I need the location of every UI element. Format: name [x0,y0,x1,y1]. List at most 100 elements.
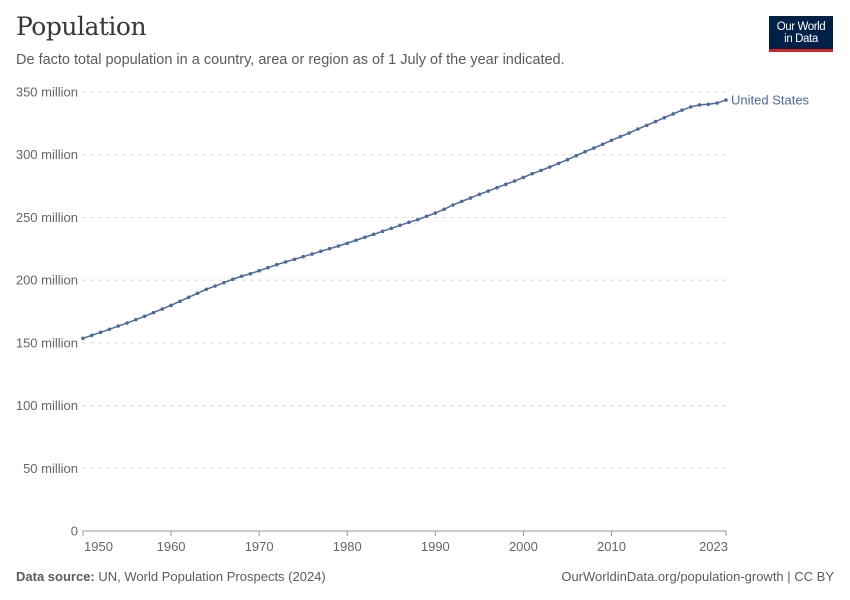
data-point[interactable] [512,179,517,183]
data-source: Data source: UN, World Population Prospe… [16,569,326,584]
data-point[interactable] [503,182,508,187]
data-point[interactable] [592,146,596,150]
data-point[interactable] [671,112,675,116]
data-point[interactable] [618,134,623,139]
data-point[interactable] [380,229,385,234]
data-point[interactable] [468,196,473,200]
data-point[interactable] [98,330,103,335]
data-point[interactable] [424,214,429,219]
y-tick-label: 150 million [16,335,78,350]
data-point[interactable] [583,149,587,154]
data-point[interactable] [680,108,684,112]
y-tick-label: 0 [71,524,78,539]
x-tick-label: 1950 [84,539,113,554]
data-point[interactable] [336,244,341,248]
data-point[interactable] [688,105,693,109]
data-point[interactable] [292,257,297,262]
data-point[interactable] [178,299,182,304]
data-point[interactable] [442,207,446,212]
data-point[interactable] [363,235,367,240]
data-point[interactable] [81,336,85,341]
data-point[interactable] [636,127,640,131]
data-point[interactable] [345,241,350,246]
data-point[interactable] [486,189,490,193]
data-point[interactable] [662,115,667,120]
x-axis: 1950 1960 1970 1980 1990 2000 2010 2023 [82,530,728,554]
data-point[interactable] [195,291,200,296]
data-point[interactable] [609,138,614,143]
y-tick-label: 250 million [16,210,78,225]
series-layer: United States [81,93,810,341]
data-point[interactable] [521,175,526,180]
y-tick-label: 300 million [16,147,78,162]
data-source-label: Data source: [16,569,95,584]
data-point[interactable] [697,103,702,107]
data-point[interactable] [354,238,358,243]
data-point[interactable] [90,333,94,338]
data-point[interactable] [548,165,552,169]
data-point[interactable] [715,101,719,105]
y-tick-label: 50 million [23,461,78,476]
data-point[interactable] [186,295,191,300]
data-point[interactable] [327,246,332,251]
data-point[interactable] [495,185,499,190]
data-point[interactable] [371,232,376,237]
data-point[interactable] [644,123,649,128]
data-point[interactable] [724,98,728,102]
data-point[interactable] [310,252,314,256]
data-point[interactable] [301,254,306,259]
data-point[interactable] [459,199,464,204]
x-tick-label: 1980 [333,539,362,554]
x-tick-label: 1990 [421,539,450,554]
data-point[interactable] [248,271,253,276]
data-point[interactable] [433,211,438,215]
x-tick-label: 1960 [157,539,186,554]
data-point[interactable] [398,223,402,228]
data-point[interactable] [213,284,217,288]
x-tick-label: 2000 [509,539,538,554]
logo-line-1: Our World [776,21,826,33]
data-point[interactable] [274,262,279,267]
data-point[interactable] [266,265,270,270]
data-point[interactable] [283,260,288,264]
data-point[interactable] [565,157,570,162]
x-tick-label: 2023 [699,539,728,554]
data-point[interactable] [160,307,165,311]
data-point[interactable] [134,317,138,322]
data-point[interactable] [653,119,658,124]
logo-line-2: in Data [784,33,818,45]
data-point[interactable] [451,203,455,207]
data-point[interactable] [116,324,121,328]
data-point[interactable] [257,268,261,273]
series-label[interactable]: United States [731,93,810,108]
data-point[interactable] [574,153,579,158]
data-point[interactable] [627,131,631,135]
data-point[interactable] [169,303,173,308]
source-url[interactable]: OurWorldinData.org/population-growth | C… [561,569,834,584]
data-point[interactable] [151,310,156,315]
data-point[interactable] [706,102,711,107]
y-tick-label: 200 million [16,273,78,288]
data-point[interactable] [530,171,535,176]
data-point[interactable] [415,217,420,222]
data-point[interactable] [204,287,209,292]
data-point[interactable] [230,277,235,282]
data-point[interactable] [142,314,147,319]
data-point[interactable] [107,327,112,332]
y-tick-label: 350 million [16,85,78,100]
chart-title: Population [16,12,147,41]
data-point[interactable] [477,192,482,197]
owid-logo[interactable]: Our World in Data [769,16,833,52]
data-point[interactable] [407,220,411,225]
data-point[interactable] [222,280,226,285]
data-point[interactable] [319,249,323,254]
data-point[interactable] [389,226,394,231]
data-point[interactable] [239,274,244,279]
data-point[interactable] [539,168,543,173]
data-point[interactable] [125,321,129,325]
x-tick-label: 1970 [245,539,274,554]
data-point[interactable] [556,161,561,166]
data-point[interactable] [600,142,605,147]
data-source-text[interactable]: UN, World Population Prospects (2024) [98,569,326,584]
